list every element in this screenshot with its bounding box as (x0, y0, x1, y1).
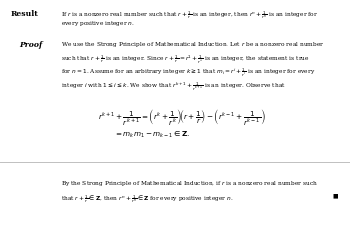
Text: $r^{k+1} + \dfrac{1}{r^{k+1}} = \left(r^k + \dfrac{1}{r^k}\right)\!\left(r + \df: $r^{k+1} + \dfrac{1}{r^{k+1}} = \left(r^… (98, 107, 266, 127)
Text: for $n = 1$. Assume for an arbitrary integer $k \geq 1$ that $m_i = r^i + \frac{: for $n = 1$. Assume for an arbitrary int… (61, 67, 316, 79)
Text: $= m_k m_1 - m_{k-1} \in \mathbf{Z}.$: $= m_k m_1 - m_{k-1} \in \mathbf{Z}.$ (114, 129, 190, 140)
Text: integer $i$ with $1 \leq i \leq k$. We show that $r^{k+1} + \frac{1}{r^{k+1}}$ i: integer $i$ with $1 \leq i \leq k$. We s… (61, 81, 286, 93)
Text: that $r + \frac{1}{r} \in \mathbf{Z}$, then $r^n + \frac{1}{r^n} \in \mathbf{Z}$: that $r + \frac{1}{r} \in \mathbf{Z}$, t… (61, 193, 234, 205)
Text: Result: Result (10, 10, 38, 18)
Text: $\blacksquare$: $\blacksquare$ (332, 193, 340, 201)
Text: Proof: Proof (19, 41, 42, 49)
Text: such that $r + \frac{1}{r}$ is an integer. Since $r + \frac{1}{r} = r^1 + \frac{: such that $r + \frac{1}{r}$ is an intege… (61, 53, 310, 66)
Text: every positive integer $n$.: every positive integer $n$. (61, 19, 135, 28)
Text: We use the Strong Principle of Mathematical Induction. Let $r$ be a nonzero real: We use the Strong Principle of Mathemati… (61, 40, 325, 49)
Text: If $r$ is a nonzero real number such that $r + \frac{1}{r}$ is an integer, then : If $r$ is a nonzero real number such tha… (61, 9, 319, 21)
Text: By the Strong Principle of Mathematical Induction, if $r$ is a nonzero real numb: By the Strong Principle of Mathematical … (61, 179, 318, 188)
